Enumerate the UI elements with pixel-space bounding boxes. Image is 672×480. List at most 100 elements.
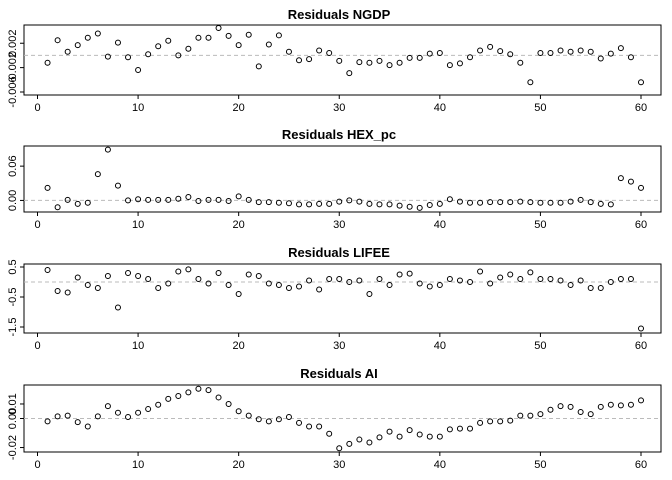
residual-point xyxy=(456,277,463,284)
residual-point xyxy=(517,276,524,282)
residual-point xyxy=(316,423,323,430)
residual-point xyxy=(255,199,262,206)
residual-point xyxy=(205,280,212,287)
residual-point xyxy=(597,200,604,207)
residual-point xyxy=(376,201,383,208)
residual-point xyxy=(406,427,413,434)
plot-frame xyxy=(23,263,662,334)
residual-point xyxy=(467,54,474,61)
residual-point xyxy=(74,200,81,207)
residual-point xyxy=(165,395,172,402)
residual-point xyxy=(54,204,61,211)
residual-point xyxy=(587,199,594,206)
residual-point xyxy=(567,48,574,55)
y-tick-label: -1.5 xyxy=(7,318,19,337)
residual-point xyxy=(497,418,504,425)
residual-point xyxy=(326,430,333,437)
residual-point xyxy=(175,268,182,275)
residual-point xyxy=(587,411,594,418)
residual-point xyxy=(195,34,202,41)
residual-point xyxy=(557,277,564,284)
residual-point xyxy=(285,200,292,207)
residual-point xyxy=(165,37,172,44)
residual-point xyxy=(235,291,242,297)
residual-point xyxy=(195,385,202,392)
residual-point xyxy=(135,67,142,74)
residual-point xyxy=(356,198,363,205)
residual-point xyxy=(376,276,383,282)
residual-point xyxy=(235,408,242,415)
residual-point xyxy=(145,276,152,282)
residual-point xyxy=(94,171,101,178)
x-tick-label: 0 xyxy=(34,219,40,231)
residual-point xyxy=(74,42,81,49)
x-tick-label: 50 xyxy=(534,219,546,231)
residual-point xyxy=(245,196,252,203)
residual-point xyxy=(195,276,202,282)
residual-point xyxy=(145,196,152,203)
residual-point xyxy=(537,199,544,206)
residual-point xyxy=(306,201,313,208)
residual-point xyxy=(326,49,333,56)
residual-point xyxy=(467,279,474,285)
residual-point xyxy=(587,285,594,291)
residual-point xyxy=(145,406,152,413)
residual-point xyxy=(306,423,313,430)
residual-point xyxy=(446,276,453,282)
residual-point xyxy=(557,199,564,206)
chart-title: Residuals NGDP xyxy=(288,7,391,22)
residual-point xyxy=(416,204,423,211)
residual-point xyxy=(627,178,634,185)
residual-point xyxy=(185,389,192,396)
residual-point xyxy=(215,196,222,203)
residual-point xyxy=(627,401,634,408)
residual-point xyxy=(477,419,484,426)
residual-point xyxy=(185,45,192,52)
residual-point xyxy=(94,30,101,37)
residual-point xyxy=(326,276,333,282)
residual-point xyxy=(114,39,121,46)
residual-point xyxy=(386,428,393,435)
x-tick-label: 50 xyxy=(534,340,546,352)
residual-point xyxy=(64,412,71,419)
residual-point xyxy=(406,54,413,61)
chart-title: Residuals LIFEE xyxy=(288,245,390,260)
residual-point xyxy=(396,202,403,209)
residual-point xyxy=(125,270,132,276)
residual-point xyxy=(507,417,514,424)
residual-point xyxy=(215,25,222,31)
residual-point xyxy=(205,34,212,41)
plot-frame xyxy=(23,24,662,96)
residual-point xyxy=(426,50,433,57)
residual-point xyxy=(205,196,212,203)
residual-point xyxy=(125,54,132,61)
residual-point xyxy=(577,196,584,203)
y-tick-label: 0.06 xyxy=(7,155,19,176)
residual-point xyxy=(285,414,292,421)
residual-point xyxy=(316,47,323,54)
residual-point xyxy=(94,285,101,291)
residual-point xyxy=(366,439,373,446)
residual-point xyxy=(336,276,343,282)
panel-lifee: Residuals LIFEE 0 10 20 30 40 50 60 -1.5 -0.5 0.5 xyxy=(7,245,662,352)
residual-point xyxy=(487,418,494,425)
residual-point xyxy=(617,45,624,52)
residual-point xyxy=(436,200,443,207)
residual-point xyxy=(104,273,111,279)
residual-point xyxy=(386,201,393,208)
residual-point xyxy=(627,54,634,61)
residual-point xyxy=(547,406,554,413)
residual-point xyxy=(94,413,101,420)
residual-point xyxy=(275,416,282,423)
x-tick-label: 60 xyxy=(635,340,647,352)
residual-point xyxy=(426,283,433,290)
residual-point xyxy=(547,276,554,282)
residual-point xyxy=(346,279,353,285)
residual-point xyxy=(125,197,132,204)
residual-point xyxy=(84,282,91,288)
residual-point xyxy=(537,411,544,418)
residual-point xyxy=(527,269,534,276)
residual-point xyxy=(84,423,91,430)
residual-point xyxy=(114,182,121,189)
plot-frame xyxy=(23,145,662,213)
